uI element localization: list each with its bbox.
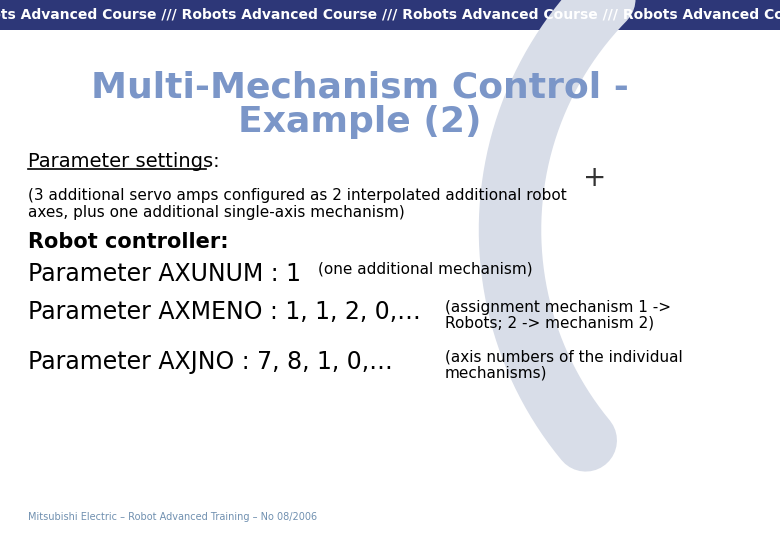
Text: Parameter AXUNUM : 1: Parameter AXUNUM : 1 [28,262,301,286]
Bar [0,0,780,30]
Text: Example (2): Example (2) [238,105,482,139]
Text: Parameter settings:: Parameter settings: [28,152,220,171]
Text: Parameter AXMENO : 1, 1, 2, 0,…: Parameter AXMENO : 1, 1, 2, 0,… [28,300,421,324]
Text: Multi-Mechanism Control -: Multi-Mechanism Control - [91,70,629,104]
Text: (3 additional servo amps configured as 2 interpolated additional robot: (3 additional servo amps configured as 2… [28,188,567,203]
Text: Robots Advanced Course /// Robots Advanced Course /// Robots Advanced Course ///: Robots Advanced Course /// Robots Advanc… [0,8,780,22]
Text: axes, plus one additional single-axis mechanism): axes, plus one additional single-axis me… [28,205,405,220]
Text: Robots; 2 -> mechanism 2): Robots; 2 -> mechanism 2) [445,315,654,330]
Text: Parameter AXJNO : 7, 8, 1, 0,…: Parameter AXJNO : 7, 8, 1, 0,… [28,350,393,374]
Text: (axis numbers of the individual: (axis numbers of the individual [445,350,682,365]
Text: (assignment mechanism 1 ->: (assignment mechanism 1 -> [445,300,671,315]
Text: +: + [583,164,607,192]
Text: Robot controller:: Robot controller: [28,232,229,252]
Text: mechanisms): mechanisms) [445,365,548,380]
Text: Mitsubishi Electric – Robot Advanced Training – No 08/2006: Mitsubishi Electric – Robot Advanced Tra… [28,512,317,522]
Text: (one additional mechanism): (one additional mechanism) [318,262,533,277]
